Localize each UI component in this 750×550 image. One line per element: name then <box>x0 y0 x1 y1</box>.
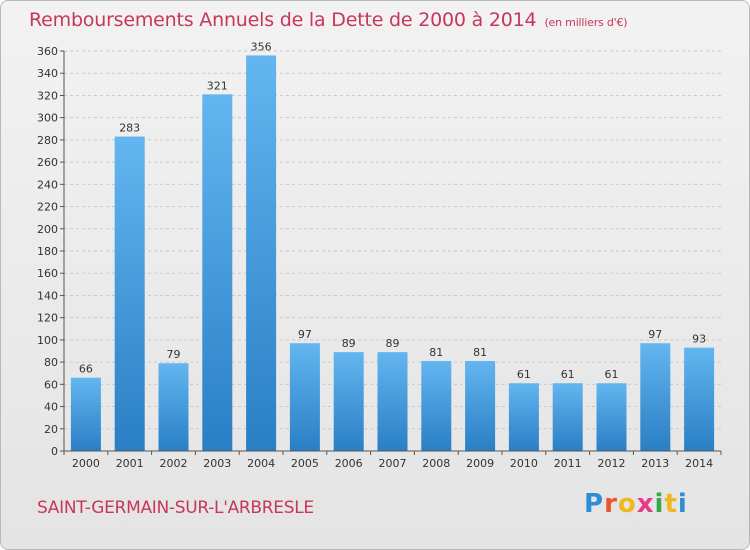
x-tick-label-2006: 2006 <box>335 457 363 470</box>
x-tick-label-2009: 2009 <box>466 457 494 470</box>
bar-2008 <box>421 361 452 451</box>
x-tick-label-2012: 2012 <box>598 457 626 470</box>
x-tick-label-2008: 2008 <box>422 457 450 470</box>
y-tick-label: 180 <box>37 245 58 258</box>
chart-title: Remboursements Annuels de la Dette de 20… <box>29 9 628 31</box>
x-tick-label-2001: 2001 <box>116 457 144 470</box>
value-label-2005: 97 <box>298 328 312 341</box>
y-tick-label: 340 <box>37 67 58 80</box>
y-tick-label: 240 <box>37 178 58 191</box>
value-label-2003: 321 <box>207 79 228 92</box>
value-label-2001: 283 <box>119 122 140 135</box>
x-tick-label-2005: 2005 <box>291 457 319 470</box>
y-tick-label: 220 <box>37 201 58 214</box>
y-tick-label: 320 <box>37 89 58 102</box>
bar-2012 <box>596 383 627 451</box>
value-label-2010: 61 <box>517 368 531 381</box>
y-tick-label: 0 <box>51 445 58 458</box>
value-label-2014: 93 <box>692 333 706 346</box>
bar-2001 <box>114 136 145 452</box>
logo-letter: r <box>604 489 618 519</box>
y-axis-ticks: 0 20 40 60 80 100 120 140 160 180 200 220 240 260 280 3… <box>37 45 64 458</box>
value-label-2013: 97 <box>648 328 662 341</box>
bars: 66 283 79 321 356 97 89 89 81 81 61 61 61 97 93 <box>70 40 715 452</box>
x-tick-label-2014: 2014 <box>685 457 713 470</box>
y-tick-label: 300 <box>37 112 58 125</box>
y-tick-label: 60 <box>44 378 58 391</box>
proxiti-logo: Proxiti <box>584 489 688 519</box>
y-tick-label: 280 <box>37 134 58 147</box>
x-tick-label-2010: 2010 <box>510 457 538 470</box>
logo-letter: i <box>677 489 688 519</box>
x-tick-label-2002: 2002 <box>160 457 188 470</box>
y-tick-label: 120 <box>37 312 58 325</box>
commune-name: SAINT-GERMAIN-SUR-L'ARBRESLE <box>37 498 314 518</box>
y-tick-label: 140 <box>37 289 58 302</box>
logo-letter: o <box>617 489 637 519</box>
value-label-2006: 89 <box>342 337 356 350</box>
logo-letter: t <box>664 489 678 519</box>
y-tick-label: 100 <box>37 334 58 347</box>
x-tick-label-2007: 2007 <box>379 457 407 470</box>
logo-letter: i <box>654 489 665 519</box>
x-tick-label-2003: 2003 <box>203 457 231 470</box>
bar-2014 <box>684 347 715 451</box>
title-text: Remboursements Annuels de la Dette de 20… <box>29 9 537 31</box>
value-label-2008: 81 <box>429 346 443 359</box>
x-tick-label-2004: 2004 <box>247 457 275 470</box>
x-tick-label-2011: 2011 <box>554 457 582 470</box>
bar-2010 <box>508 383 539 451</box>
bar-2000 <box>70 377 101 451</box>
x-axis-ticks: 2000 2001 2002 2003 2004 2005 2006 2007 2008 2009… <box>63 451 722 470</box>
bar-2009 <box>465 361 496 451</box>
value-label-2000: 66 <box>79 363 93 376</box>
y-tick-label: 360 <box>37 45 58 58</box>
y-tick-label: 260 <box>37 156 58 169</box>
y-tick-label: 200 <box>37 223 58 236</box>
bar-2002 <box>158 363 189 451</box>
x-tick-label-2013: 2013 <box>641 457 669 470</box>
value-label-2012: 61 <box>605 368 619 381</box>
value-label-2009: 81 <box>473 346 487 359</box>
bar-2003 <box>202 94 233 451</box>
bar-2005 <box>289 343 320 451</box>
bar-2013 <box>640 343 671 451</box>
unit-text: (en milliers d'€) <box>544 16 628 29</box>
value-label-2002: 79 <box>167 348 181 361</box>
bar-2011 <box>552 383 583 451</box>
logo-letter: x <box>636 489 655 519</box>
y-tick-label: 20 <box>44 423 58 436</box>
bar-2007 <box>377 352 408 451</box>
y-tick-label: 40 <box>44 401 58 414</box>
x-tick-label-2000: 2000 <box>72 457 100 470</box>
y-tick-label: 160 <box>37 267 58 280</box>
value-label-2007: 89 <box>386 337 400 350</box>
value-label-2004: 356 <box>251 40 272 53</box>
logo-letter: P <box>584 489 605 519</box>
bar-2004 <box>246 55 277 451</box>
bar-chart: 0 20 40 60 80 100 120 140 160 180 200 220 240 260 280 3… <box>37 40 722 470</box>
y-tick-label: 80 <box>44 356 58 369</box>
bar-2006 <box>333 352 364 451</box>
value-label-2011: 61 <box>561 368 575 381</box>
